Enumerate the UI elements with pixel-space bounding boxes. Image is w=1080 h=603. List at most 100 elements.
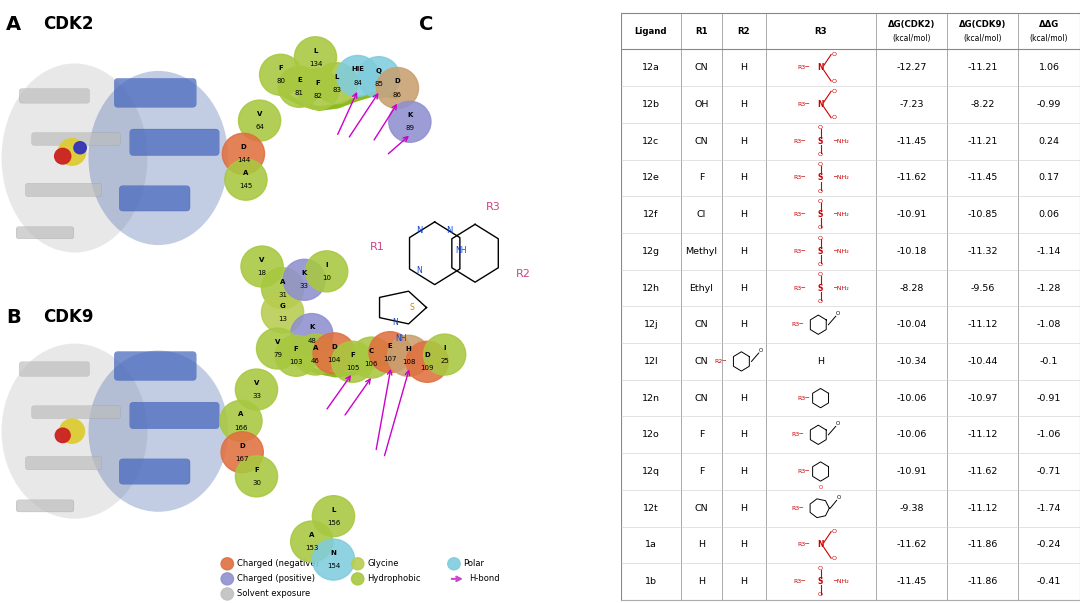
Text: 166: 166 — [234, 425, 247, 431]
Text: S: S — [818, 210, 823, 219]
Text: F: F — [350, 352, 355, 358]
Circle shape — [312, 496, 354, 537]
Circle shape — [332, 341, 374, 382]
Text: 31: 31 — [278, 292, 287, 298]
Text: V: V — [259, 257, 265, 263]
Circle shape — [279, 66, 321, 107]
Text: S: S — [818, 247, 823, 256]
Text: ─NH₂: ─NH₂ — [833, 175, 849, 180]
Text: I: I — [444, 345, 446, 351]
Text: O: O — [836, 421, 840, 426]
Text: (kcal/mol): (kcal/mol) — [892, 34, 931, 43]
Text: -11.45: -11.45 — [968, 174, 998, 182]
Text: H: H — [740, 247, 747, 256]
Text: R2: R2 — [738, 27, 751, 36]
Text: O: O — [818, 199, 823, 204]
Text: S: S — [818, 137, 823, 146]
Circle shape — [235, 369, 278, 410]
Text: 12e: 12e — [642, 174, 660, 182]
Circle shape — [376, 68, 419, 109]
Text: V: V — [257, 111, 262, 117]
Text: N: N — [330, 550, 336, 556]
Text: 0.17: 0.17 — [1039, 174, 1059, 182]
FancyBboxPatch shape — [130, 402, 219, 429]
Circle shape — [261, 292, 303, 333]
Text: 1a: 1a — [645, 540, 657, 549]
Text: NH: NH — [455, 246, 467, 254]
Text: 12n: 12n — [642, 394, 660, 403]
Text: 30: 30 — [252, 480, 261, 486]
Circle shape — [388, 335, 430, 376]
Text: N: N — [393, 318, 399, 327]
Text: O: O — [818, 226, 823, 230]
Text: O: O — [836, 311, 840, 317]
Ellipse shape — [1, 63, 148, 253]
Ellipse shape — [89, 71, 228, 245]
Text: 12o: 12o — [642, 431, 660, 440]
Text: 80: 80 — [276, 78, 285, 84]
Text: 81: 81 — [295, 90, 303, 96]
Text: 46: 46 — [311, 358, 320, 364]
Text: S: S — [818, 283, 823, 292]
Text: R3─: R3─ — [793, 175, 805, 180]
Text: O: O — [818, 152, 823, 157]
Text: F: F — [699, 431, 704, 440]
Text: -10.85: -10.85 — [968, 210, 998, 219]
Text: 25: 25 — [441, 358, 449, 364]
Text: 84: 84 — [353, 80, 362, 86]
FancyBboxPatch shape — [26, 183, 102, 197]
Text: O: O — [818, 262, 823, 267]
Text: ΔG(CDK9): ΔG(CDK9) — [959, 20, 1007, 28]
Text: -9.38: -9.38 — [899, 504, 923, 513]
Text: R2─: R2─ — [715, 359, 727, 364]
Text: 48: 48 — [308, 338, 316, 344]
Circle shape — [73, 142, 86, 154]
Text: V: V — [275, 339, 281, 345]
Text: Charged (positive): Charged (positive) — [237, 575, 314, 583]
Text: D: D — [394, 78, 401, 84]
Text: 106: 106 — [365, 361, 378, 367]
Text: Glycine: Glycine — [367, 560, 399, 568]
Text: Q: Q — [376, 68, 382, 74]
FancyBboxPatch shape — [114, 352, 197, 380]
Text: 167: 167 — [235, 456, 248, 462]
Circle shape — [351, 573, 364, 585]
Text: 103: 103 — [289, 359, 303, 365]
Text: O: O — [837, 496, 841, 500]
Text: 12t: 12t — [643, 504, 659, 513]
Circle shape — [256, 328, 299, 369]
FancyBboxPatch shape — [16, 227, 73, 239]
Text: HIE: HIE — [351, 66, 364, 72]
Circle shape — [225, 159, 267, 200]
Circle shape — [423, 334, 465, 375]
Text: -10.06: -10.06 — [896, 431, 927, 440]
Text: S: S — [818, 174, 823, 182]
Text: Charged (negative): Charged (negative) — [237, 560, 319, 568]
Text: ─NH₂: ─NH₂ — [833, 285, 849, 291]
Text: O: O — [759, 348, 764, 353]
Circle shape — [291, 314, 333, 355]
Text: Cl: Cl — [697, 210, 706, 219]
Circle shape — [369, 332, 411, 373]
Text: C: C — [368, 348, 374, 354]
Text: F: F — [254, 467, 259, 473]
Text: ΔΔG: ΔΔG — [1039, 20, 1059, 28]
Text: R1: R1 — [696, 27, 707, 36]
Text: -1.08: -1.08 — [1037, 320, 1062, 329]
Text: -0.41: -0.41 — [1037, 577, 1062, 586]
Text: (kcal/mol): (kcal/mol) — [963, 34, 1002, 43]
Text: R3─: R3─ — [798, 65, 810, 71]
Text: CN: CN — [694, 504, 708, 513]
Text: F: F — [294, 346, 298, 352]
Text: 134: 134 — [309, 61, 322, 67]
Text: H: H — [740, 320, 747, 329]
Circle shape — [55, 148, 71, 164]
Text: S: S — [818, 577, 823, 586]
Circle shape — [241, 246, 283, 287]
Text: H: H — [740, 504, 747, 513]
Text: 82: 82 — [313, 93, 323, 99]
Text: 0.06: 0.06 — [1039, 210, 1059, 219]
Text: NH: NH — [395, 335, 406, 343]
Text: Polar: Polar — [463, 560, 484, 568]
Text: -10.97: -10.97 — [968, 394, 998, 403]
